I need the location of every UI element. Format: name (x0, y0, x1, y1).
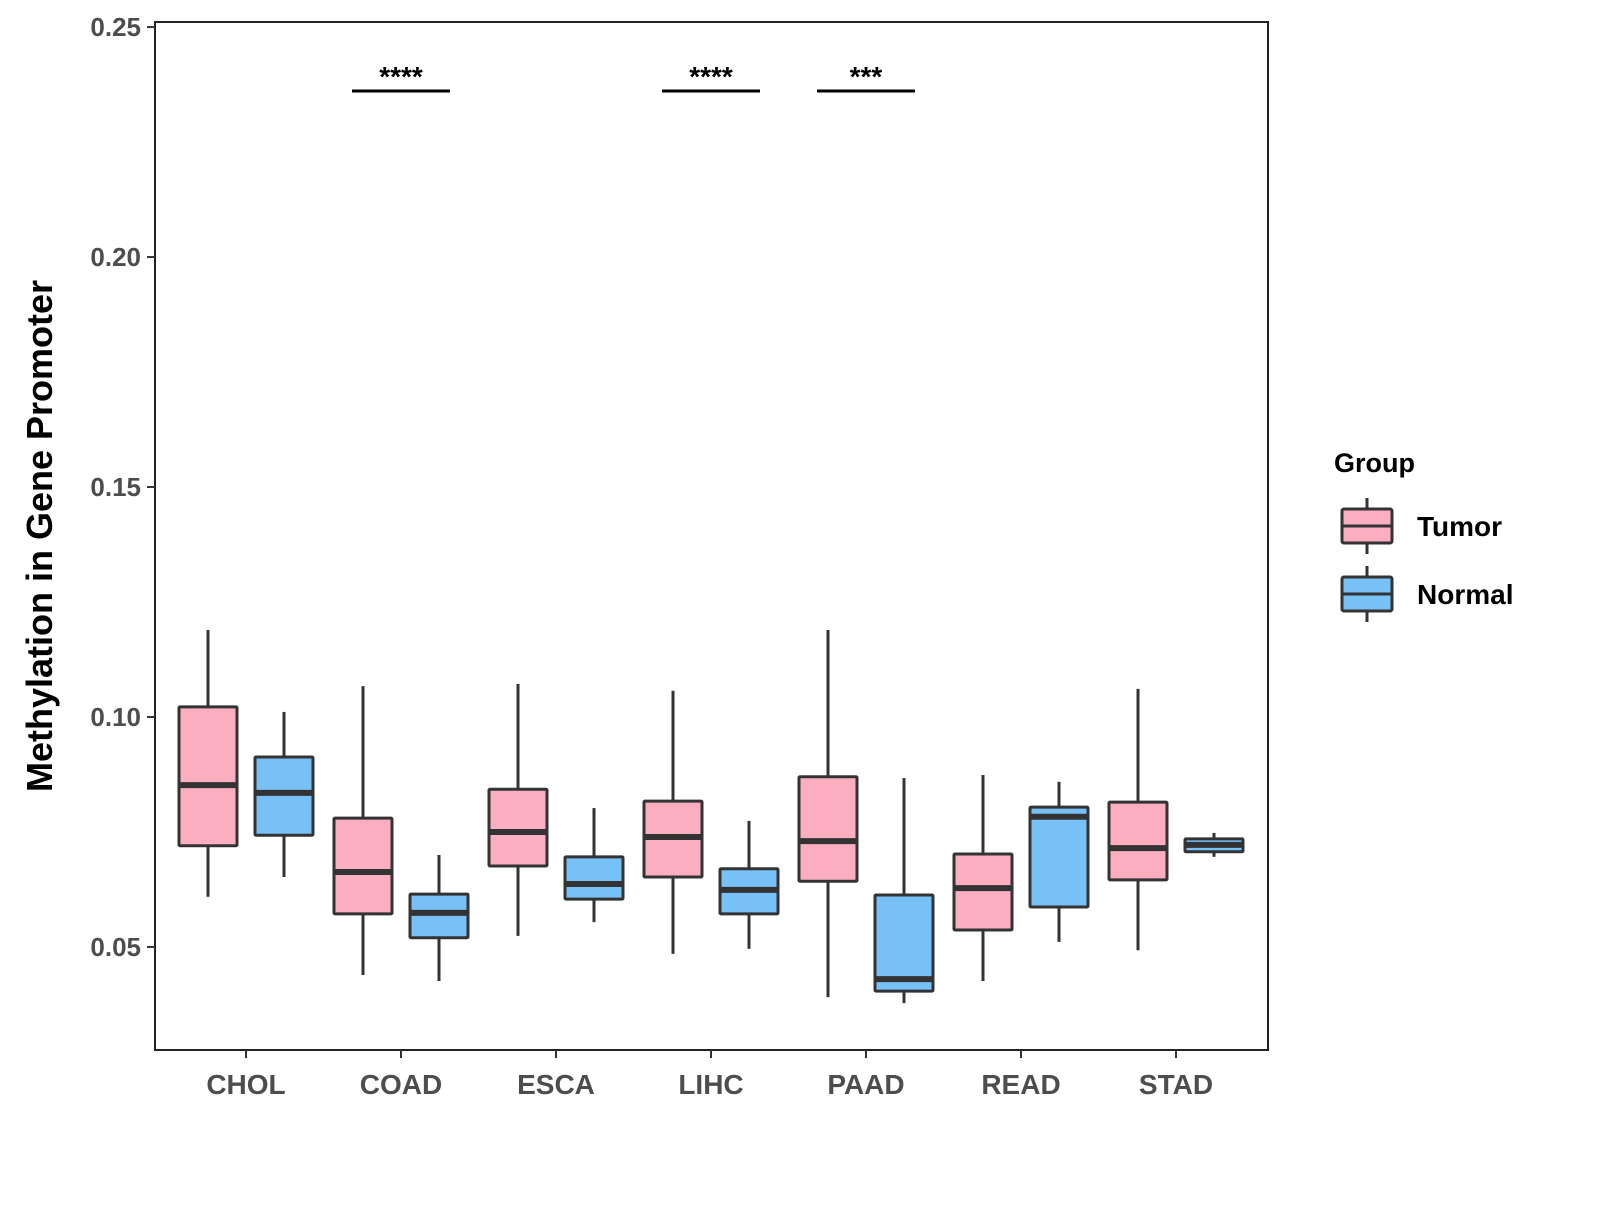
box-normal-stad (1183, 832, 1245, 857)
x-tick-label: READ (981, 1069, 1060, 1100)
legend: Group Tumor Normal (1334, 448, 1513, 622)
significance-annotations: **** **** *** (352, 61, 915, 93)
box-iqr (563, 855, 625, 901)
legend-label: Tumor (1417, 511, 1502, 542)
box-tumor-esca (487, 683, 549, 936)
plot-panel (154, 21, 1269, 1051)
box-iqr (332, 816, 394, 916)
x-tick-label: CHOL (206, 1069, 285, 1100)
x-tick-label: COAD (360, 1069, 442, 1100)
box-tumor-paad (797, 630, 859, 998)
legend-item-tumor: Tumor (1340, 498, 1502, 554)
y-tick-label: 0.25 (90, 12, 141, 42)
x-tick-label: PAAD (827, 1069, 904, 1100)
boxes (177, 630, 1245, 1004)
box-iqr (1107, 800, 1169, 882)
box-tumor-read (952, 774, 1014, 982)
y-tick-label: 0.10 (90, 702, 141, 732)
box-iqr (1028, 805, 1090, 909)
x-tick-label: STAD (1139, 1069, 1213, 1100)
legend-label: Normal (1417, 579, 1513, 610)
box-normal-read (1028, 781, 1090, 942)
y-axis: 0.05 0.10 0.15 0.20 0.25 (90, 12, 155, 962)
x-tick-label: LIHC (678, 1069, 743, 1100)
box-normal-coad (408, 854, 470, 982)
legend-item-normal: Normal (1340, 566, 1513, 622)
significance-label: **** (689, 61, 733, 92)
box-normal-lihc (718, 820, 780, 949)
significance-label: **** (379, 61, 423, 92)
box-tumor-coad (332, 686, 394, 976)
y-axis-label: Methylation in Gene Promoter (19, 280, 60, 792)
x-tick-label: ESCA (517, 1069, 595, 1100)
x-axis: CHOL COAD ESCA LIHC PAAD READ STAD (206, 1050, 1213, 1100)
y-tick-label: 0.15 (90, 472, 141, 502)
box-normal-paad (873, 778, 935, 1004)
significance-label: *** (850, 61, 883, 92)
box-iqr (487, 787, 549, 868)
box-normal-esca (563, 808, 625, 923)
box-iqr (177, 705, 239, 848)
box-iqr (797, 775, 859, 883)
legend-title: Group (1334, 448, 1415, 478)
y-tick-label: 0.05 (90, 932, 141, 962)
box-iqr (952, 852, 1014, 932)
box-tumor-lihc (642, 690, 704, 954)
box-normal-chol (253, 711, 315, 878)
y-tick-label: 0.20 (90, 242, 141, 272)
box-iqr (873, 893, 935, 993)
box-tumor-chol (177, 630, 239, 897)
box-tumor-stad (1107, 688, 1169, 951)
box-iqr (253, 755, 315, 837)
